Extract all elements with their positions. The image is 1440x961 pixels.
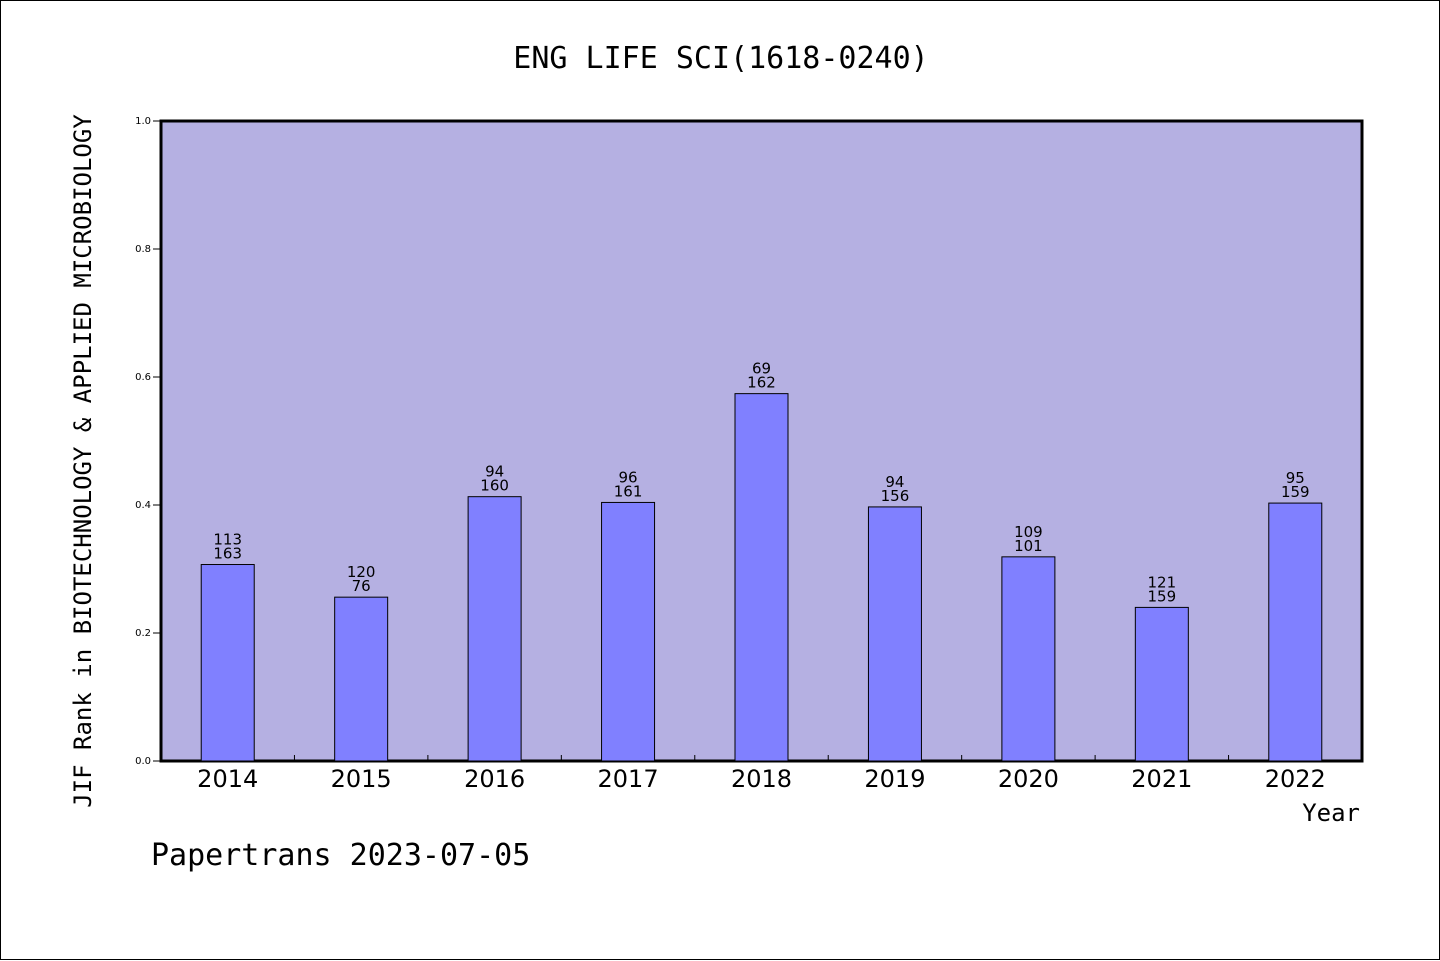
bar-rank-label: 113 bbox=[213, 531, 242, 549]
bar-total-label: 163 bbox=[213, 545, 242, 563]
bar-rank-label: 95 bbox=[1286, 469, 1305, 487]
bar-rank-label: 94 bbox=[485, 463, 504, 481]
bar-rank-label: 94 bbox=[885, 473, 904, 491]
bar-rank-label: 96 bbox=[619, 468, 638, 486]
bar-total-label: 162 bbox=[747, 374, 776, 392]
x-axis-label: Year bbox=[1302, 799, 1360, 827]
chart-title: ENG LIFE SCI(1618-0240) bbox=[513, 41, 928, 76]
y-tick-label: 0.6 bbox=[135, 372, 151, 383]
bar-total-label: 159 bbox=[1148, 587, 1177, 605]
x-tick-label: 2022 bbox=[1265, 765, 1326, 793]
x-tick-label: 2021 bbox=[1131, 765, 1192, 793]
bar-total-label: 159 bbox=[1281, 483, 1310, 501]
y-tick-label: 1.0 bbox=[135, 116, 151, 127]
bar bbox=[867, 506, 922, 762]
x-tick-label: 2020 bbox=[998, 765, 1059, 793]
bar bbox=[334, 596, 389, 762]
bar bbox=[1134, 606, 1189, 762]
y-tick-label: 0.4 bbox=[135, 500, 151, 511]
y-tick-label: 0.0 bbox=[135, 756, 151, 767]
x-tick-label: 2018 bbox=[731, 765, 792, 793]
y-tick-label: 0.2 bbox=[135, 628, 151, 639]
watermark: Papertrans 2023-07-05 bbox=[151, 838, 530, 873]
bar bbox=[1268, 502, 1323, 762]
bar-total-label: 156 bbox=[881, 487, 910, 505]
y-axis-label: JIF Rank in BIOTECHNOLOGY & APPLIED MICR… bbox=[69, 114, 97, 808]
x-axis: 2014 2015 2016 2017 2018 2019 2020 2021 2022 bbox=[197, 755, 1326, 793]
x-tick-label: 2014 bbox=[197, 765, 258, 793]
x-tick-label: 2015 bbox=[331, 765, 392, 793]
bar bbox=[1001, 556, 1056, 762]
bar-total-label: 76 bbox=[352, 577, 371, 595]
bar-total-label: 101 bbox=[1014, 537, 1043, 555]
x-tick-label: 2016 bbox=[464, 765, 525, 793]
bars-layer bbox=[200, 393, 1323, 762]
bar-rank-label: 69 bbox=[752, 360, 771, 378]
bar-total-label: 161 bbox=[614, 482, 643, 500]
x-tick-label: 2019 bbox=[864, 765, 925, 793]
bar bbox=[200, 564, 255, 762]
bar-rank-label: 120 bbox=[347, 563, 376, 581]
x-tick-label: 2017 bbox=[598, 765, 659, 793]
y-tick-label: 0.8 bbox=[135, 244, 151, 255]
bar-rank-label: 121 bbox=[1148, 573, 1177, 591]
bar bbox=[467, 496, 522, 762]
y-axis: 0.0 0.2 0.4 0.6 0.8 1.0 bbox=[135, 116, 161, 767]
bar-total-label: 160 bbox=[480, 477, 509, 495]
bar bbox=[734, 393, 789, 762]
bar bbox=[601, 501, 656, 762]
bar-rank-label: 109 bbox=[1014, 523, 1043, 541]
